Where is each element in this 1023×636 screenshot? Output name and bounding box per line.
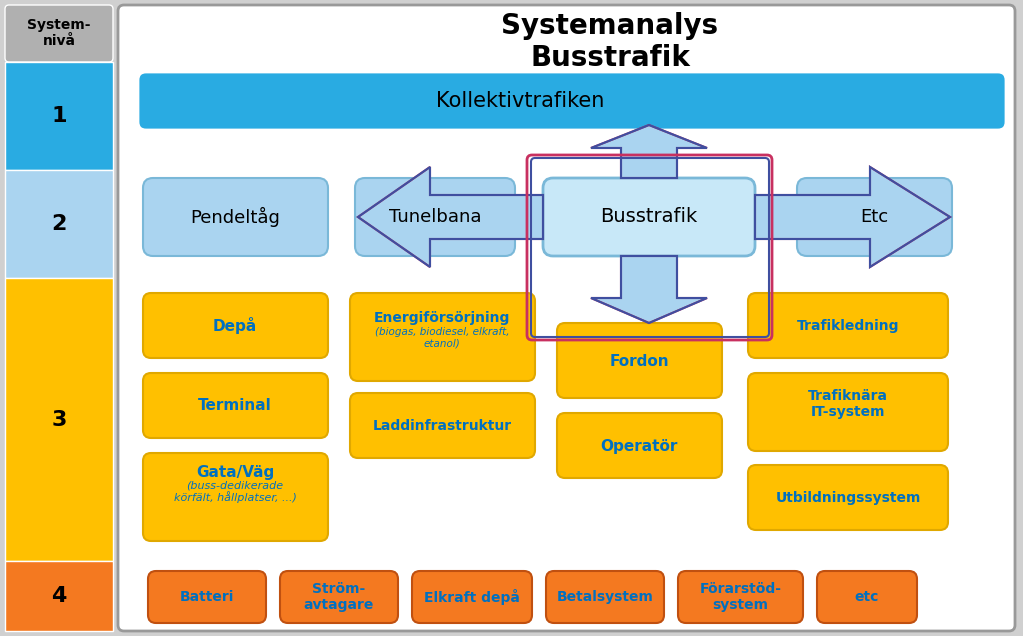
Text: Betalsystem: Betalsystem: [557, 590, 654, 604]
FancyBboxPatch shape: [557, 323, 722, 398]
FancyBboxPatch shape: [118, 5, 1015, 631]
Text: Depå: Depå: [213, 317, 257, 335]
Text: Fordon: Fordon: [609, 354, 669, 368]
Text: Gata/Väg: Gata/Väg: [195, 464, 274, 480]
Text: System-
nivå: System- nivå: [28, 18, 91, 48]
Text: (biogas, biodiesel, elkraft,: (biogas, biodiesel, elkraft,: [374, 327, 509, 337]
Text: Kollektivtrafiken: Kollektivtrafiken: [436, 91, 605, 111]
Text: Pendeltåg: Pendeltåg: [190, 207, 280, 227]
FancyBboxPatch shape: [678, 571, 803, 623]
Text: 1: 1: [51, 106, 66, 126]
FancyBboxPatch shape: [143, 373, 328, 438]
Text: Energiförsörjning: Energiförsörjning: [373, 311, 510, 325]
Bar: [5, 170, 113, 278]
Text: Trafiknära
IT-system: Trafiknära IT-system: [808, 389, 888, 419]
Text: Elkraft depå: Elkraft depå: [425, 589, 520, 605]
FancyBboxPatch shape: [143, 293, 328, 358]
FancyBboxPatch shape: [748, 293, 948, 358]
FancyBboxPatch shape: [543, 178, 755, 256]
FancyBboxPatch shape: [557, 413, 722, 478]
FancyBboxPatch shape: [350, 293, 535, 381]
Text: etanol): etanol): [424, 338, 460, 348]
Text: Systemanalys
Busstrafik: Systemanalys Busstrafik: [501, 12, 718, 73]
FancyBboxPatch shape: [355, 178, 515, 256]
FancyBboxPatch shape: [350, 393, 535, 458]
FancyBboxPatch shape: [748, 465, 948, 530]
Text: Operatör: Operatör: [601, 438, 677, 453]
Text: Tunelbana: Tunelbana: [389, 208, 481, 226]
Bar: [5, 62, 113, 170]
FancyBboxPatch shape: [138, 72, 1006, 130]
FancyBboxPatch shape: [148, 571, 266, 623]
Bar: [5, 561, 113, 631]
FancyBboxPatch shape: [143, 178, 328, 256]
Text: Etc: Etc: [860, 208, 888, 226]
Text: Busstrafik: Busstrafik: [601, 207, 698, 226]
FancyBboxPatch shape: [412, 571, 532, 623]
FancyBboxPatch shape: [546, 571, 664, 623]
Text: 3: 3: [51, 410, 66, 429]
FancyBboxPatch shape: [817, 571, 917, 623]
Text: 2: 2: [51, 214, 66, 234]
FancyBboxPatch shape: [797, 178, 952, 256]
Text: Utbildningssystem: Utbildningssystem: [775, 491, 921, 505]
Polygon shape: [591, 125, 707, 178]
Polygon shape: [591, 256, 707, 323]
Text: Trafikledning: Trafikledning: [797, 319, 899, 333]
FancyBboxPatch shape: [280, 571, 398, 623]
FancyBboxPatch shape: [143, 453, 328, 541]
Text: Laddinfrastruktur: Laddinfrastruktur: [372, 419, 512, 433]
Bar: [5, 278, 113, 561]
Text: Terminal: Terminal: [198, 399, 272, 413]
FancyBboxPatch shape: [5, 5, 113, 62]
Text: etc: etc: [855, 590, 879, 604]
Text: körfält, hållplatser, ...): körfält, hållplatser, ...): [174, 491, 297, 503]
Polygon shape: [755, 167, 950, 267]
FancyBboxPatch shape: [748, 373, 948, 451]
Polygon shape: [358, 167, 543, 267]
Text: (buss-dedikerade: (buss-dedikerade: [186, 481, 283, 491]
Text: Ström-
avtagare: Ström- avtagare: [304, 582, 374, 612]
Text: Batteri: Batteri: [180, 590, 234, 604]
Text: 4: 4: [51, 586, 66, 606]
Text: Förarstöd-
system: Förarstöd- system: [700, 582, 782, 612]
